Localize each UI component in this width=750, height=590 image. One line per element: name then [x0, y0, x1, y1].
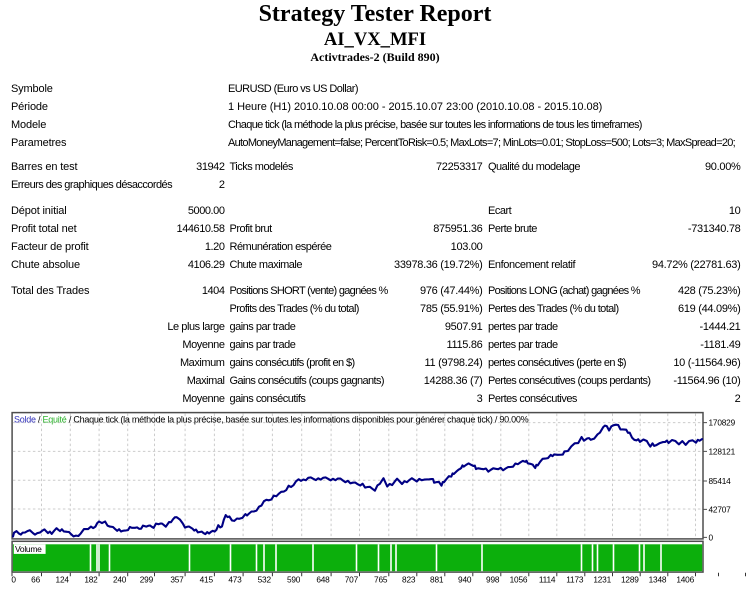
svg-text:0: 0	[709, 532, 714, 542]
svg-text:66: 66	[31, 574, 40, 584]
svg-text:881: 881	[430, 574, 444, 584]
svg-text:473: 473	[228, 574, 242, 584]
svg-text:532: 532	[258, 574, 272, 584]
svg-text:590: 590	[287, 574, 301, 584]
svg-text:1231: 1231	[593, 574, 611, 584]
svg-text:240: 240	[113, 574, 127, 584]
svg-text:1114: 1114	[539, 574, 556, 584]
svg-text:707: 707	[345, 574, 359, 584]
svg-text:128121: 128121	[709, 446, 736, 456]
svg-text:0: 0	[11, 574, 16, 584]
svg-text:124: 124	[56, 574, 70, 584]
svg-text:1173: 1173	[566, 574, 584, 584]
svg-text:357: 357	[170, 574, 184, 584]
svg-text:1348: 1348	[649, 574, 667, 584]
svg-text:765: 765	[374, 574, 388, 584]
svg-text:299: 299	[140, 574, 154, 584]
svg-text:Volume: Volume	[15, 544, 42, 554]
svg-text:823: 823	[402, 574, 416, 584]
svg-text:1056: 1056	[510, 574, 528, 584]
svg-text:182: 182	[84, 574, 98, 584]
svg-text:648: 648	[316, 574, 330, 584]
svg-text:Solde / Equité / Chaque tick (: Solde / Equité / Chaque tick (la méthode…	[14, 414, 529, 424]
svg-text:940: 940	[458, 574, 472, 584]
svg-text:85414: 85414	[709, 476, 732, 486]
svg-text:415: 415	[200, 574, 214, 584]
svg-text:170829: 170829	[709, 418, 736, 428]
svg-text:1289: 1289	[621, 574, 639, 584]
svg-text:1406: 1406	[676, 574, 694, 584]
svg-text:998: 998	[486, 574, 500, 584]
svg-text:42707: 42707	[709, 504, 732, 514]
